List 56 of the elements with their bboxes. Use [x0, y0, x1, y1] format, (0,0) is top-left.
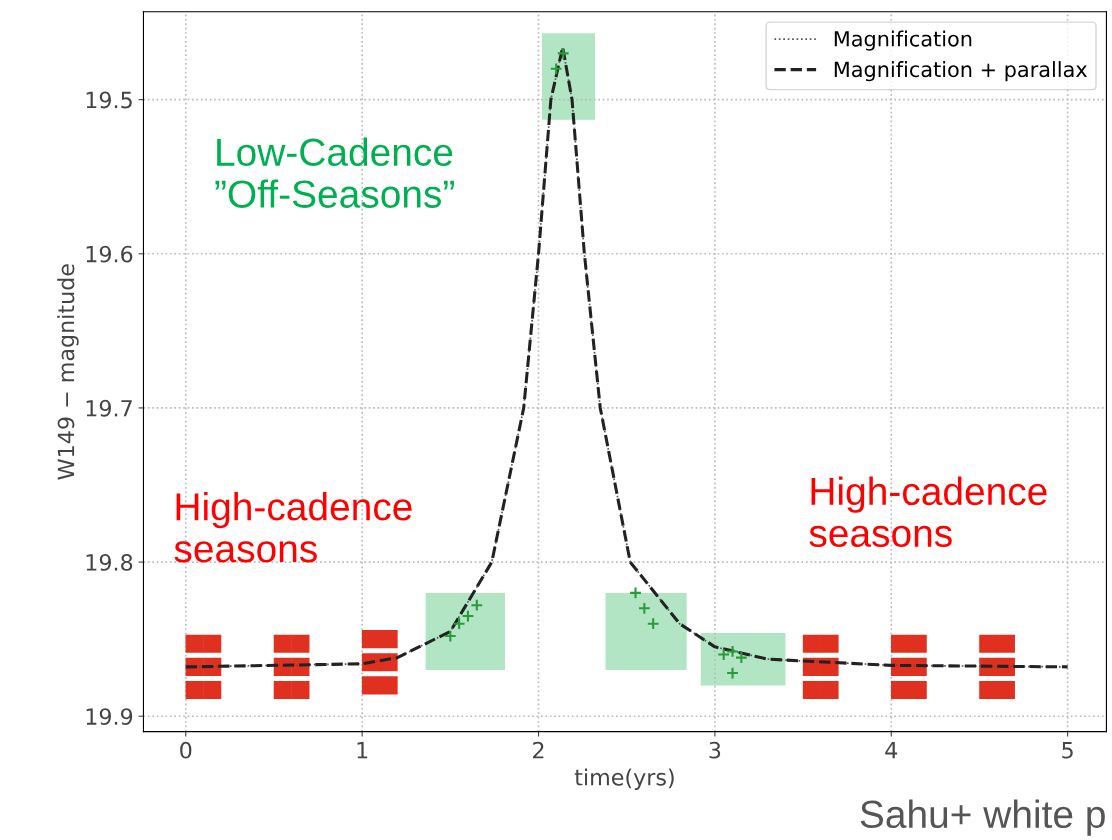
- point: [379, 630, 398, 649]
- point: [470, 598, 484, 612]
- point: [820, 634, 839, 653]
- point: [461, 609, 475, 623]
- point: [291, 680, 310, 700]
- legend-label: Magnification: [834, 30, 972, 51]
- point: [891, 680, 910, 700]
- point: [556, 46, 570, 60]
- text: Sahu+ white p: [860, 799, 1105, 836]
- point: [726, 666, 739, 680]
- point: [908, 680, 927, 700]
- point: [996, 634, 1015, 653]
- y-tick-label: 19.9: [86, 708, 133, 725]
- y-tick-label: 19.5: [86, 91, 132, 109]
- point: [637, 601, 651, 615]
- annotation: High-cadence seasons: [809, 476, 1047, 548]
- x-tick-label: 3: [709, 741, 721, 759]
- point: [452, 617, 466, 631]
- point: [203, 680, 222, 700]
- point: [273, 680, 292, 700]
- point: [361, 630, 381, 649]
- point: [717, 648, 731, 661]
- y-tick-label: 19.6: [86, 245, 133, 263]
- x-tick-label: 1: [357, 742, 368, 759]
- annotation: Low-Cadence ”Off-Seasons”: [215, 137, 454, 208]
- annotation: High-cadence seasons: [174, 492, 412, 563]
- point: [802, 634, 821, 653]
- point: [361, 676, 381, 695]
- point: [802, 680, 821, 700]
- y-axis-title: W149 − magnitude: [57, 264, 79, 480]
- point: [185, 680, 204, 700]
- point: [996, 680, 1015, 700]
- x-tick-label: 2: [533, 741, 544, 759]
- point: [185, 634, 204, 653]
- point: [734, 651, 748, 665]
- x-tick-label: 0: [180, 741, 192, 759]
- x-tick-label: 5: [1062, 742, 1073, 759]
- point: [891, 634, 910, 653]
- point: [549, 62, 563, 76]
- point: [646, 617, 660, 631]
- point: [203, 634, 222, 653]
- point: [629, 586, 642, 600]
- point: [273, 634, 292, 653]
- y-tick-label: 19.7: [86, 399, 132, 417]
- point: [443, 629, 457, 643]
- point: [291, 634, 310, 653]
- legend-label: Magnification + parallax: [834, 61, 1088, 82]
- point: [379, 676, 398, 695]
- x-axis-title: time(yrs): [574, 768, 674, 790]
- point: [726, 645, 739, 658]
- point: [979, 680, 998, 700]
- y-tick-label: 19.8: [86, 554, 133, 571]
- point: [979, 634, 998, 653]
- x-tick-label: 4: [885, 742, 898, 759]
- point: [820, 680, 839, 700]
- point: [908, 634, 927, 653]
